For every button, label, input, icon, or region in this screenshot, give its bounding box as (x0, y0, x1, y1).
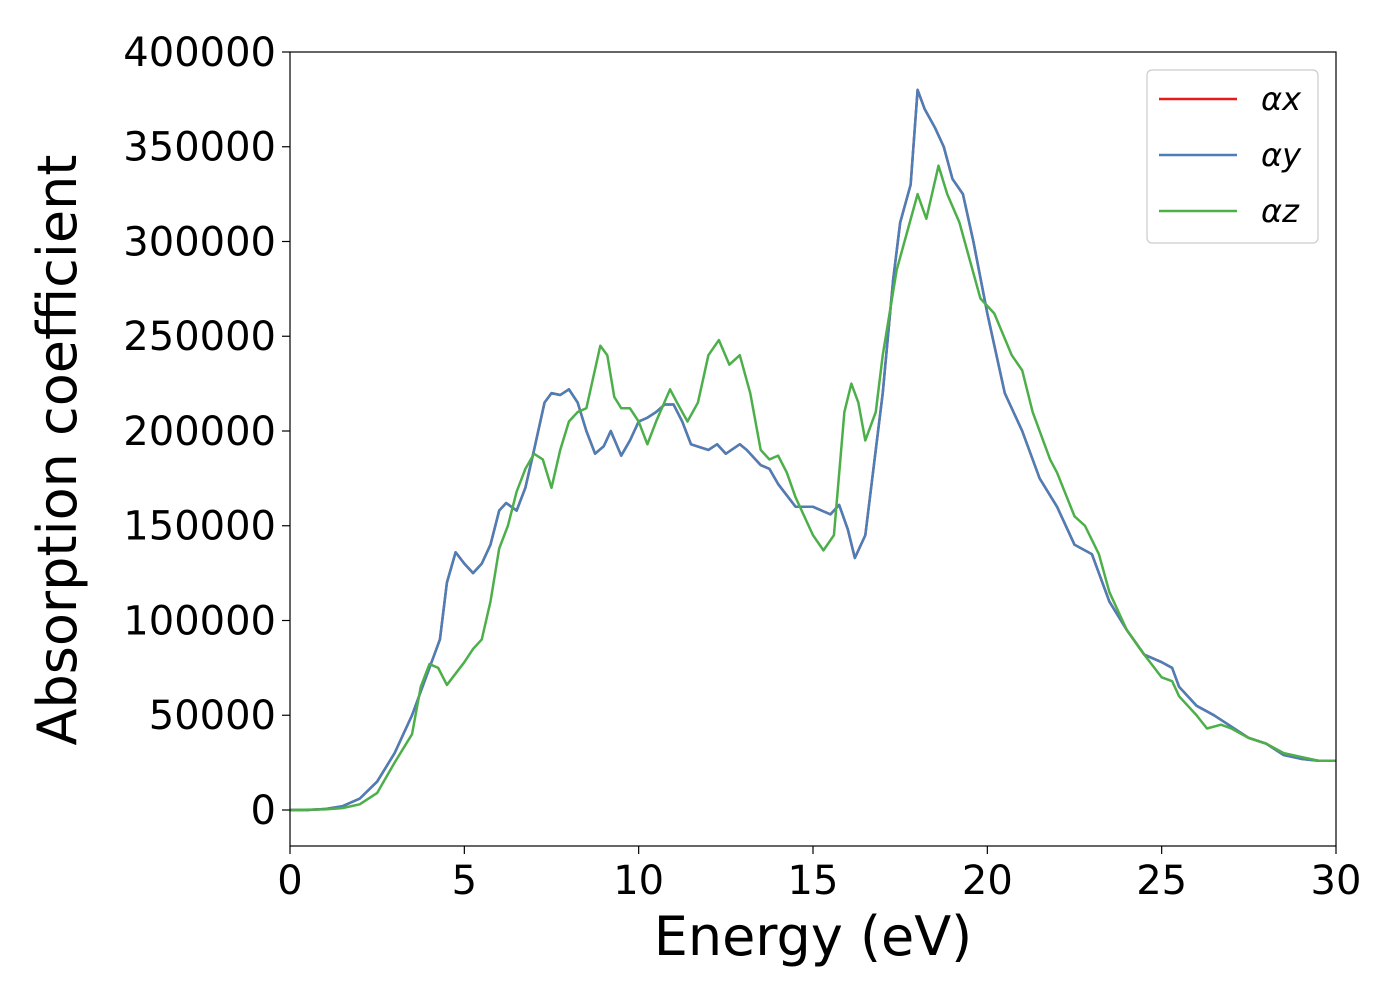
x-tick-label: 30 (1311, 858, 1362, 904)
y-tick-label: 350000 (123, 125, 276, 171)
y-tick-label: 0 (251, 788, 276, 834)
x-tick-label: 25 (1136, 858, 1187, 904)
x-tick-label: 5 (452, 858, 477, 904)
legend-label: αx (1261, 80, 1302, 118)
legend-label: αz (1261, 192, 1300, 230)
y-axis-label: Absorption coefficient (26, 155, 89, 746)
x-tick-label: 20 (962, 858, 1013, 904)
x-tick-label: 0 (277, 858, 302, 904)
plot-frame (289, 51, 1337, 847)
x-tick-label: 15 (788, 858, 839, 904)
legend-box (1146, 69, 1319, 244)
y-tick-label: 200000 (123, 409, 276, 455)
x-axis-label: Energy (eV) (654, 905, 973, 968)
y-tick-label: 50000 (149, 693, 276, 739)
y-tick-label: 250000 (123, 314, 276, 360)
y-tick-label: 300000 (123, 219, 276, 265)
y-tick-label: 400000 (123, 30, 276, 76)
series-line (289, 164, 1336, 812)
legend-label: αy (1261, 136, 1302, 174)
series-line (290, 88, 1336, 812)
x-tick-label: 10 (613, 858, 664, 904)
y-tick-label: 100000 (123, 598, 276, 644)
y-tick-label: 150000 (123, 504, 276, 550)
